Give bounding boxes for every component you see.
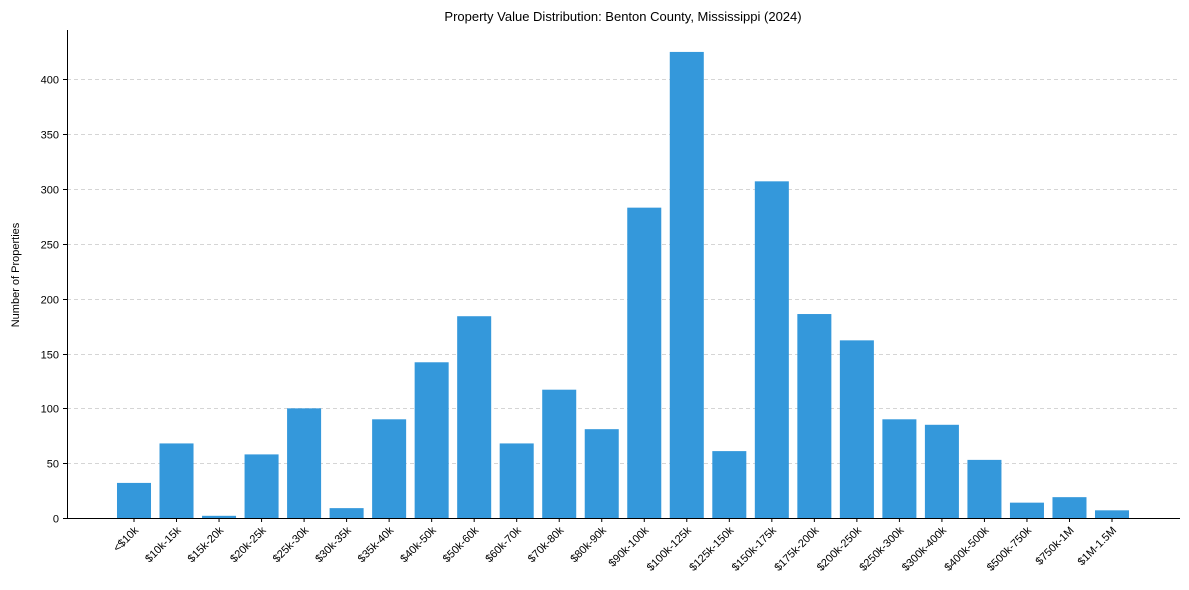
bar [329,508,364,518]
y-tick-label: 300 [41,185,59,197]
x-tick-label: $80k-90k [568,524,609,565]
y-tick-label: 50 [47,459,59,471]
bar [1094,510,1130,518]
bar [159,443,194,518]
bar [414,362,449,518]
x-tick-label: $500k-750k [985,524,1034,573]
x-tick-label: $1M-1.5M [1076,525,1120,569]
y-tick-label: 400 [41,75,59,87]
x-tick-label: $400k-500k [942,524,991,573]
bar [542,389,577,518]
x-ticks: <$10k $10k-15k $15k-20k $20k-25k $25k-30k $30… [111,518,1119,574]
bar [202,515,237,518]
bar [244,454,279,518]
bar [1009,502,1044,518]
x-tick-label: $125k-150k [687,524,736,573]
y-axis-label: Number of Properties [10,222,22,327]
x-tick-label: $35k-40k [356,524,397,565]
gridlines [67,79,1180,464]
bar [712,451,747,518]
bar [457,316,492,518]
y-tick-label: 0 [53,514,59,526]
bar [882,419,917,518]
x-tick-label: <$10k [111,524,141,554]
y-tick-label: 350 [41,130,59,142]
x-tick-label: $200k-250k [815,524,864,573]
x-tick-label: $70k-80k [526,524,567,565]
y-tick-label: 250 [41,240,59,252]
bar [627,207,662,518]
x-tick-label: $60k-70k [483,524,524,565]
x-tick-label: $250k-300k [857,524,906,573]
bar [669,51,704,519]
bar [754,181,789,518]
y-tick-label: 100 [41,404,59,416]
y-ticks: 0 50 100 150 200 250 300 350 400 [41,75,67,526]
bar [1052,497,1087,518]
y-tick-label: 150 [41,350,59,362]
chart-title: Property Value Distribution: Benton Coun… [444,9,801,24]
x-tick-label: $150k-175k [730,524,779,573]
x-tick-label: $90k-100k [607,524,652,569]
y-tick-label: 200 [41,295,59,307]
bar [797,314,832,518]
bar [372,419,407,518]
x-tick-label: $300k-400k [900,524,949,573]
bar [116,482,152,518]
x-tick-label: $175k-200k [772,524,821,573]
x-tick-label: $10k-15k [143,524,184,565]
x-tick-label: $50k-60k [441,524,482,565]
bars [116,51,1130,519]
x-tick-label: $750k-1M [1034,525,1077,568]
bar [967,459,1002,518]
x-tick-label: $100k-125k [645,524,694,573]
x-tick-label: $30k-35k [313,524,354,565]
x-tick-label: $40k-50k [398,524,439,565]
bar [839,340,874,518]
bar [924,424,959,518]
x-tick-label: $25k-30k [271,524,312,565]
bar [287,408,322,518]
bar [584,429,619,518]
bar [499,443,534,518]
x-tick-label: $20k-25k [228,524,269,565]
x-tick-label: $15k-20k [186,524,227,565]
